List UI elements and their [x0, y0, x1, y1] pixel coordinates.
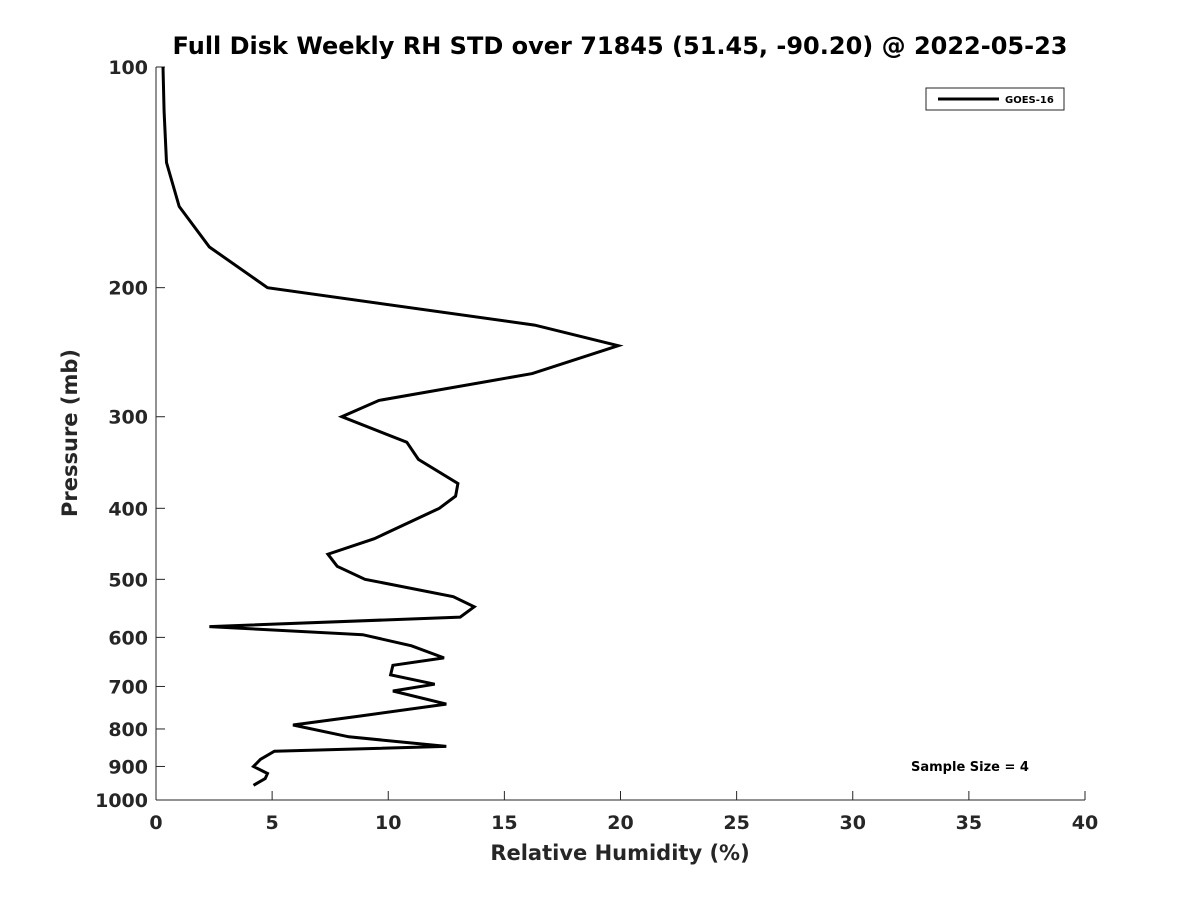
x-tick-label: 10 [375, 812, 401, 834]
sample-size-annotation: Sample Size = 4 [911, 760, 1029, 775]
x-tick-label: 20 [607, 812, 633, 834]
legend-label-goes-16: GOES-16 [1005, 95, 1054, 106]
x-tick-label: 30 [840, 812, 866, 834]
x-tick-label: 35 [956, 812, 982, 834]
y-tick-label: 800 [108, 719, 148, 741]
x-tick-label: 15 [491, 812, 517, 834]
y-tick-label: 500 [108, 569, 148, 591]
y-axis-label: Pressure (mb) [58, 349, 82, 517]
y-tick-label: 1000 [95, 790, 148, 812]
y-tick-label: 700 [108, 676, 148, 698]
x-axis-label: Relative Humidity (%) [490, 841, 749, 865]
y-tick-label: 300 [108, 407, 148, 429]
y-tick-label: 600 [108, 627, 148, 649]
x-tick-label: 25 [723, 812, 749, 834]
x-tick-label: 5 [266, 812, 279, 834]
y-tick-label: 400 [108, 498, 148, 520]
y-tick-label: 900 [108, 756, 148, 778]
legend: GOES-16 [925, 87, 1065, 111]
series-line-goes-16 [161, 66, 624, 787]
chart-title: Full Disk Weekly RH STD over 71845 (51.4… [173, 32, 1068, 60]
y-tick-label: 100 [108, 57, 148, 79]
x-tick-label: 40 [1072, 812, 1098, 834]
x-tick-label: 0 [149, 812, 162, 834]
plot-axes: 0 5 10 15 20 25 30 35 40 100 200 300 400 500 600 700 800… [95, 57, 1098, 834]
y-tick-label: 200 [108, 278, 148, 300]
